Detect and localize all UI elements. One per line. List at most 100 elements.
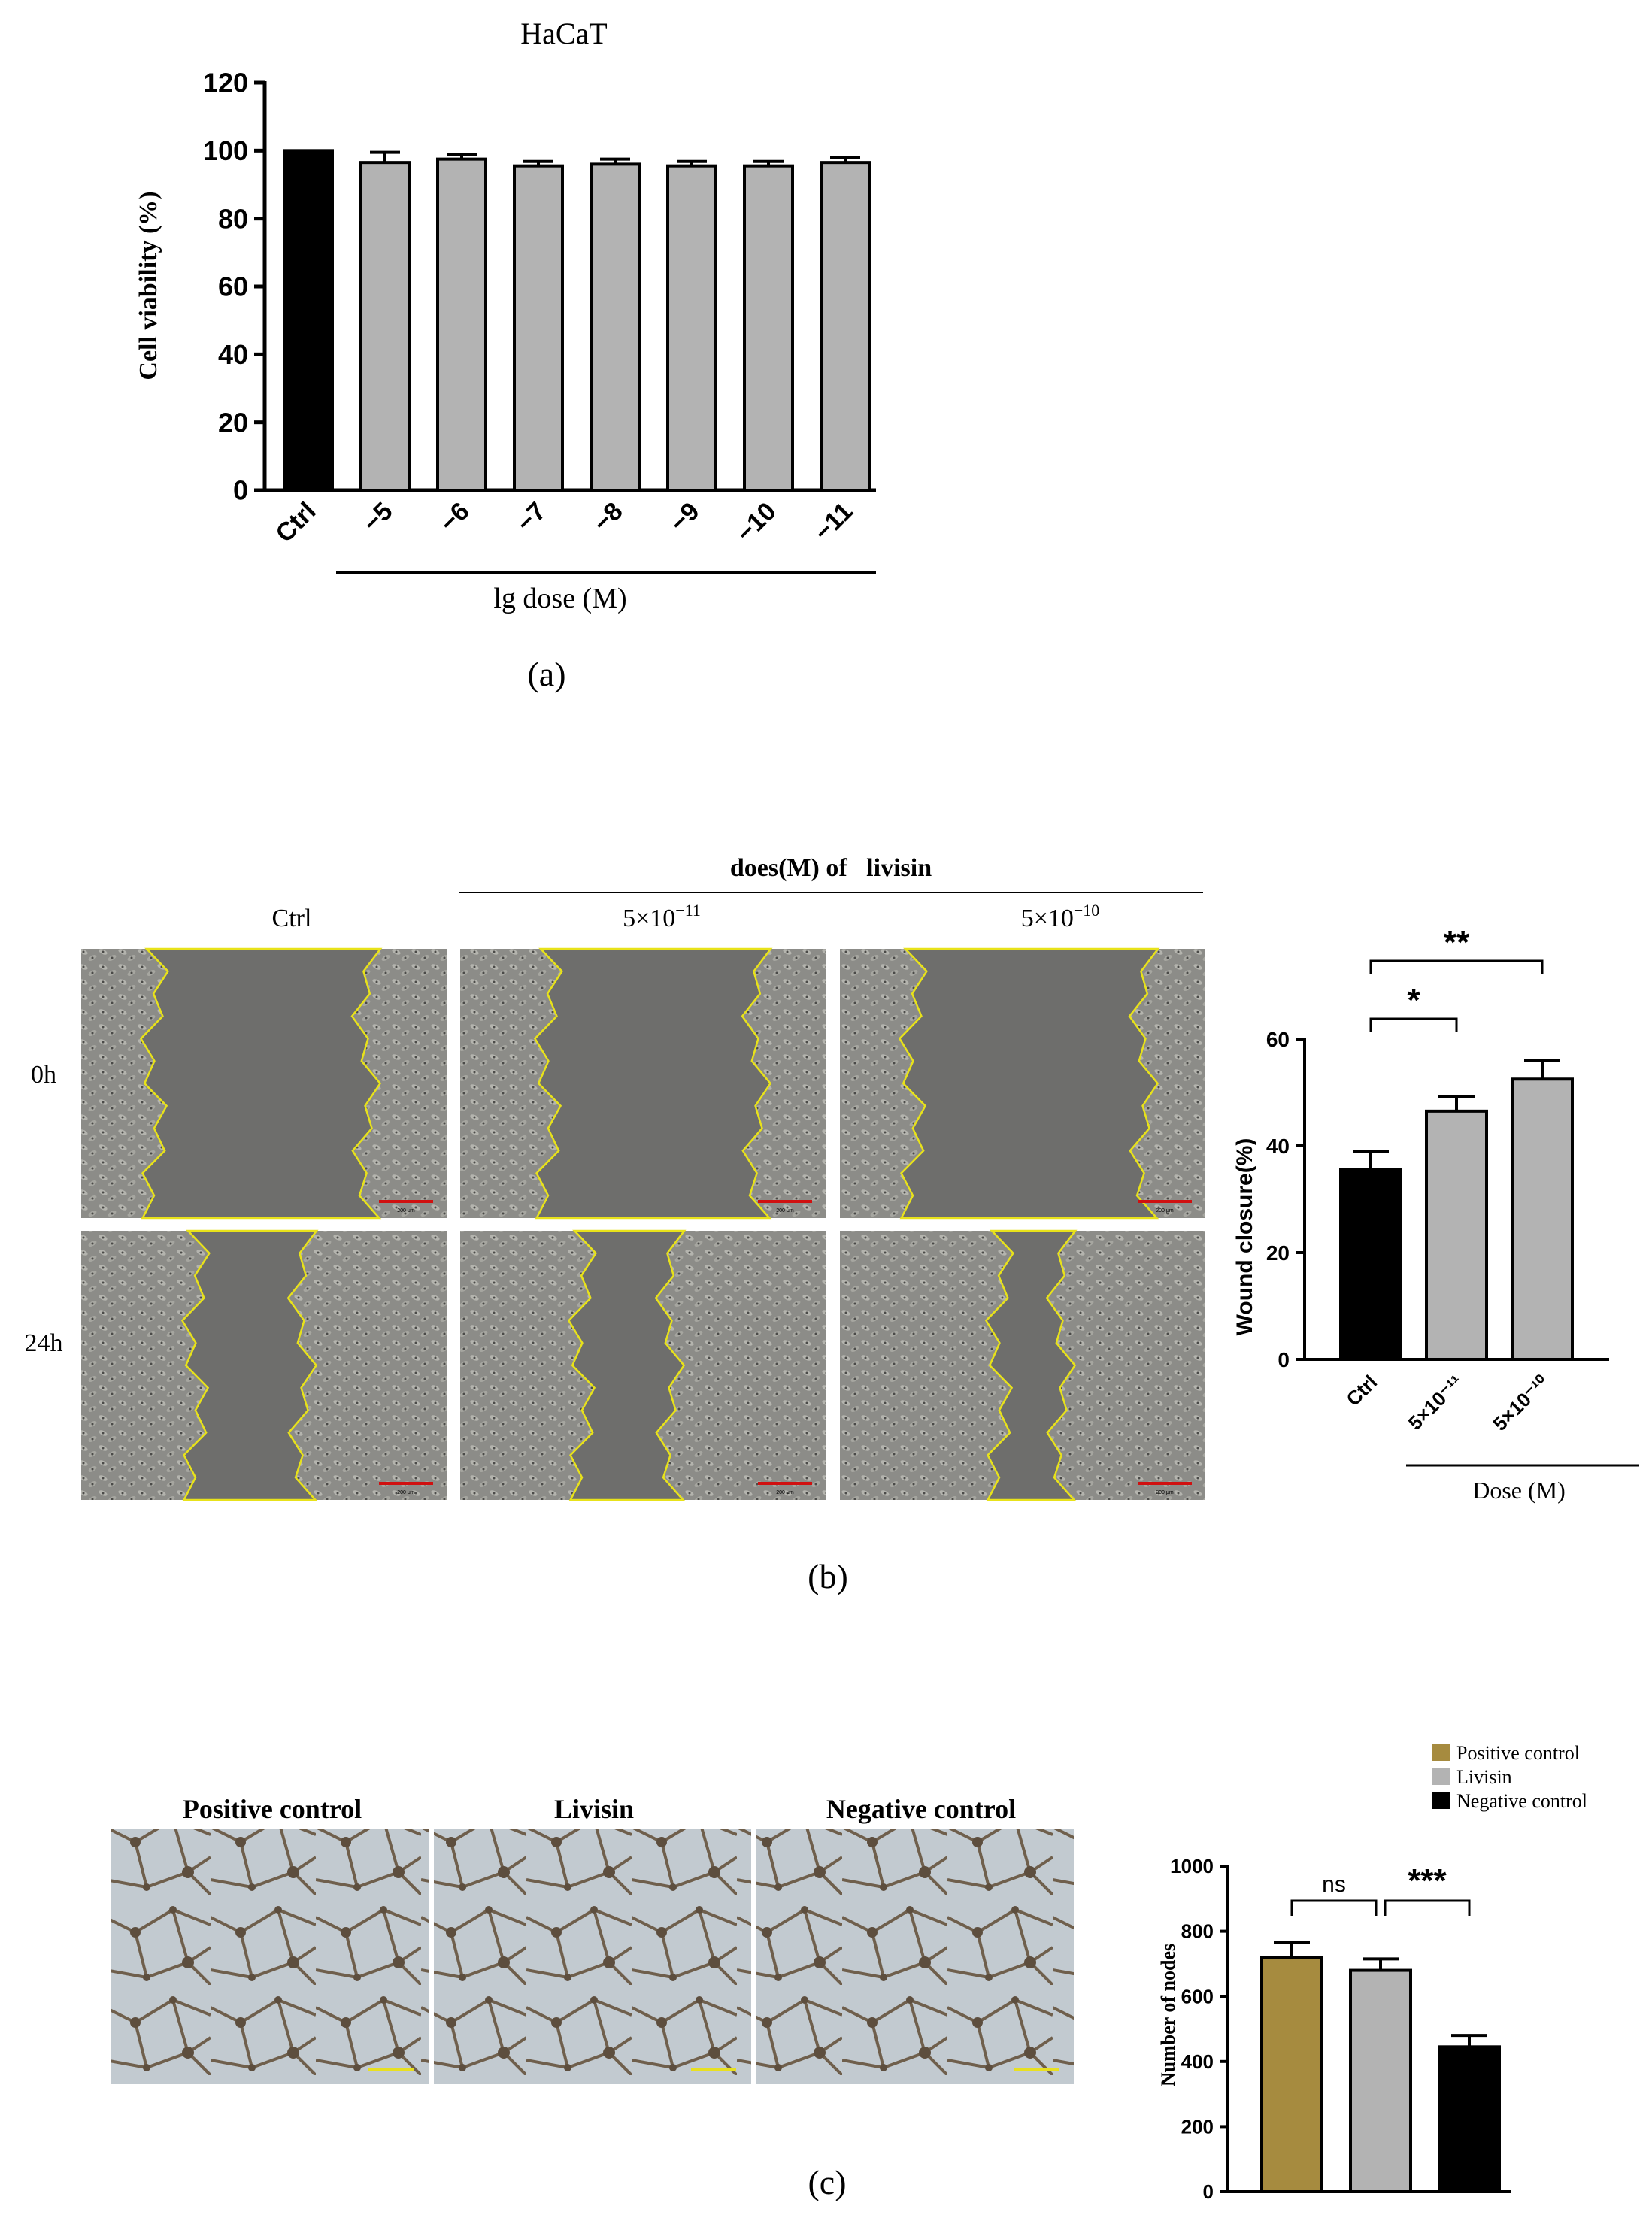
bar-2: [1438, 2045, 1501, 2193]
bar-5: [666, 164, 717, 492]
significance-bracket: [1384, 1899, 1471, 1916]
legend-swatch: [1432, 1792, 1450, 1809]
bar-0: [1339, 1168, 1402, 1361]
wound-gap: [567, 1229, 687, 1501]
tube-micrograph-0: [111, 1829, 429, 2084]
significance-label: *: [1407, 982, 1420, 1019]
tube-network: [756, 1829, 1074, 2084]
wound-gap: [984, 1229, 1078, 1501]
panel-c-col-label-livisin: Livisin: [554, 1794, 634, 1824]
panel-a-bars: [283, 149, 871, 492]
x-tick-label: −5: [357, 497, 398, 538]
scale-bar-label: 200 μm: [397, 1490, 415, 1495]
y-tick-label: 80: [218, 203, 248, 234]
panel-b-x-tick-labels: Ctrl 5×10⁻¹¹ 5×10⁻¹⁰: [1341, 1371, 1553, 1435]
y-tick-label: 20: [1266, 1241, 1290, 1265]
x-tick-label: 5×10⁻¹⁰: [1488, 1371, 1553, 1435]
panel-c-bars: [1260, 1941, 1501, 2194]
panel-c-col-label-positive: Positive control: [183, 1794, 362, 1824]
x-tick-label: Ctrl: [270, 497, 321, 548]
panel-b-significance: ***: [1369, 924, 1544, 1032]
bar-7: [820, 161, 871, 492]
panel-b-micrographs: does(M) of livisin Ctrl 5×10−11 5×10−10 …: [25, 854, 1205, 1501]
panel-b-bars: [1339, 1059, 1574, 1361]
y-tick-label: 40: [1266, 1135, 1290, 1158]
bar-6: [743, 164, 794, 492]
bar-0: [1260, 1956, 1323, 2193]
legend-label: Livisin: [1456, 1766, 1512, 1788]
panel-c-col-label-negative: Negative control: [826, 1794, 1016, 1824]
x-tick-label: −9: [664, 497, 705, 538]
x-tick-label: −10: [731, 497, 782, 548]
tube-micrograph-1: [434, 1829, 751, 2084]
wound-gap: [898, 947, 1160, 1220]
bar-0: [283, 149, 334, 492]
y-tick-label: 800: [1181, 1920, 1214, 1943]
tube-micrograph-2: [756, 1829, 1074, 2084]
panel-b-col-label-dose1: 5×10−11: [623, 901, 701, 932]
panel-b-col-label-dose2: 5×10−10: [1021, 901, 1100, 932]
x-tick-label: −7: [511, 497, 551, 538]
wound-micrograph-1-0: 200 μm: [81, 1229, 447, 1501]
x-tick-label: −6: [434, 497, 474, 538]
bar-1: [1349, 1968, 1412, 2194]
bar-1: [359, 161, 411, 492]
scale-bar-label: 200 μm: [397, 1208, 415, 1214]
bar-2: [436, 157, 487, 492]
tube-network: [434, 1829, 751, 2084]
scale-bar-label: 200 μm: [1156, 1490, 1174, 1495]
significance-label: ns: [1322, 1872, 1346, 1897]
wound-gap: [139, 947, 383, 1220]
y-tick-label: 600: [1181, 1985, 1214, 2007]
panel-b-label: (b): [808, 1557, 848, 1595]
y-tick-label: 40: [218, 339, 248, 370]
significance-bracket: [1290, 1899, 1378, 1916]
panel-b-row-label-24h: 24h: [25, 1329, 63, 1357]
y-tick-label: 1000: [1170, 1855, 1214, 1877]
panel-b-dose-header: does(M) of livisin: [730, 854, 932, 882]
legend-swatch: [1432, 1768, 1450, 1785]
wound-micrograph-0-1: 200 μm: [460, 947, 826, 1220]
bar-1: [1425, 1109, 1488, 1361]
panel-c-y-axis-label: Number of nodes: [1157, 1944, 1179, 2086]
y-tick-label: 60: [218, 271, 248, 302]
panel-c-micrographs: Positive control Livisin Negative contro…: [111, 1794, 1074, 2084]
panel-a-y-axis-label: Cell viability (%): [135, 191, 162, 380]
x-tick-label: Ctrl: [1341, 1371, 1381, 1411]
wound-gap: [180, 1229, 319, 1501]
legend-label: Negative control: [1456, 1790, 1587, 1812]
x-tick-label: −11: [808, 497, 858, 547]
y-tick-label: 60: [1266, 1028, 1290, 1051]
panel-c-label: (c): [808, 2163, 846, 2201]
y-tick-label: 0: [233, 475, 248, 506]
tube-network: [111, 1829, 429, 2084]
bar-4: [590, 162, 641, 492]
scale-bar-label: 200 μm: [1156, 1208, 1174, 1214]
y-tick-label: 100: [203, 135, 248, 166]
scale-bar-label: 200 μm: [776, 1208, 794, 1214]
panel-b-x-axis-label: Dose (M): [1472, 1477, 1566, 1504]
significance-label: **: [1444, 924, 1470, 961]
y-tick-label: 200: [1181, 2116, 1214, 2138]
panel-a-label: (a): [527, 655, 565, 693]
panel-a-chart: HaCaT 0 20 40 60 80 100 120 Ctrl −5 −6 −7 −8 −9 −10−…: [135, 17, 876, 693]
scale-bar-label: 200 μm: [776, 1490, 794, 1495]
y-tick-label: 20: [218, 407, 248, 438]
legend-label: Positive control: [1456, 1742, 1580, 1764]
panel-a-title: HaCaT: [520, 17, 608, 50]
bar-2: [1511, 1077, 1574, 1361]
wound-micrograph-1-1: 200 μm: [460, 1229, 826, 1501]
panel-a-x-axis-label: lg dose (M): [493, 583, 626, 614]
y-tick-label: 0: [1278, 1348, 1290, 1371]
panel-b-row-label-0h: 0h: [31, 1061, 56, 1089]
legend-swatch: [1432, 1744, 1450, 1761]
panel-c-significance: ns ***: [1290, 1862, 1471, 1916]
x-tick-label: −8: [587, 497, 628, 538]
wound-micrograph-0-2: 200 μm: [840, 947, 1205, 1220]
panel-b-col-label-ctrl: Ctrl: [272, 904, 312, 932]
significance-bracket: [1369, 1017, 1458, 1032]
panel-b-y-axis-label: Wound closure(%): [1232, 1138, 1257, 1336]
significance-bracket: [1369, 959, 1544, 974]
